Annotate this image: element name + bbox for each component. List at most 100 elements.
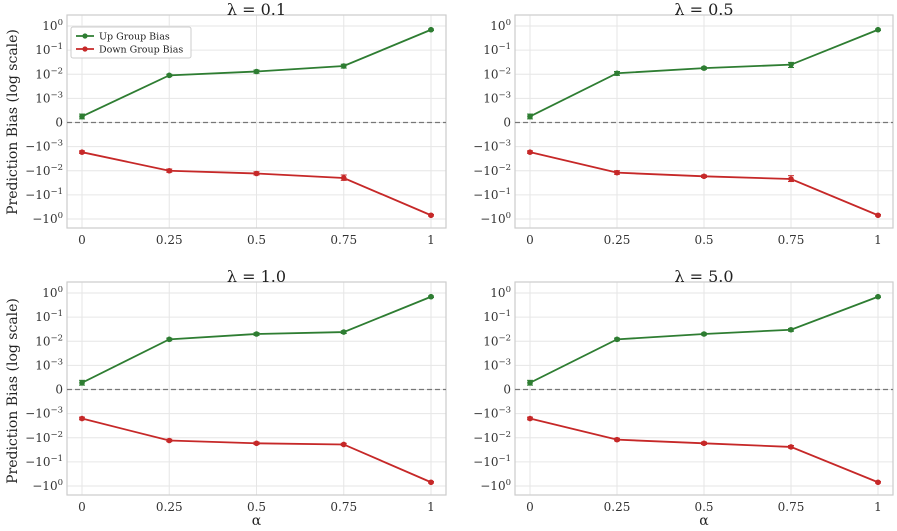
down-group-point xyxy=(79,149,85,155)
legend-box xyxy=(70,26,192,59)
legend-down-swatch-marker xyxy=(82,46,88,52)
y-tick-base: −10 xyxy=(473,455,498,469)
y-tick-base: 10 xyxy=(42,19,57,33)
x-axis-label: α xyxy=(699,513,709,529)
up-group-point xyxy=(340,63,347,69)
x-tick-label: 0.75 xyxy=(330,233,357,247)
y-tick-exponent: −2 xyxy=(50,66,63,76)
y-tick-exponent: −3 xyxy=(498,406,511,416)
y-tick-base: 10 xyxy=(483,358,498,372)
y-tick-exponent: −1 xyxy=(498,309,511,319)
y-tick-exponent: −2 xyxy=(50,430,63,440)
y-tick-exponent: 0 xyxy=(506,285,511,295)
y-tick-base: −10 xyxy=(473,140,498,154)
up-group-point xyxy=(614,70,620,77)
y-tick-label: −10−3 xyxy=(25,139,63,154)
y-tick-base: 0 xyxy=(503,383,511,397)
y-tick-label: −10−1 xyxy=(25,187,63,202)
y-tick-label: −10−2 xyxy=(473,430,511,445)
y-tick-exponent: −2 xyxy=(50,163,63,173)
y-tick-base: −10 xyxy=(473,188,498,202)
y-tick-label: −10−1 xyxy=(25,454,63,469)
y-tick-base: 10 xyxy=(42,286,57,300)
y-tick-base: −10 xyxy=(25,431,50,445)
up-group-point xyxy=(428,293,434,300)
down-group-point xyxy=(166,167,173,174)
down-group-point xyxy=(166,437,173,444)
chart-title: λ = 1.0 xyxy=(227,267,286,286)
down-group-point xyxy=(701,440,707,447)
y-tick-base: 0 xyxy=(55,383,63,397)
y-tick-label: 10−3 xyxy=(35,357,63,372)
up-group-point xyxy=(875,293,881,300)
legend-down-label: Down Group Bias xyxy=(99,45,183,56)
x-tick-label: 0.5 xyxy=(694,233,713,247)
x-tick-label: 0.25 xyxy=(604,233,631,247)
down-group-point xyxy=(875,212,881,219)
x-tick-label: 0.75 xyxy=(330,500,357,514)
up-group-point xyxy=(253,68,260,75)
up-group-point xyxy=(253,331,260,337)
down-group-point xyxy=(614,436,620,443)
y-tick-label: −10−3 xyxy=(473,406,511,421)
y-axis-label-top: Prediction Bias (log scale) xyxy=(5,29,21,215)
up-group-point xyxy=(788,61,794,68)
x-axis-label: α xyxy=(252,513,262,529)
y-tick-base: −10 xyxy=(480,212,505,226)
y-tick-exponent: 0 xyxy=(58,211,63,221)
up-group-point xyxy=(527,113,533,120)
y-tick-label: −10−2 xyxy=(473,163,511,178)
x-tick-label: 0.25 xyxy=(156,500,183,514)
up-group-point xyxy=(428,26,434,33)
y-tick-exponent: 0 xyxy=(506,18,511,28)
y-tick-label: 0 xyxy=(55,383,63,397)
x-tick-label: 0.75 xyxy=(778,233,805,247)
y-tick-label: −10−1 xyxy=(473,454,511,469)
x-tick-label: 1 xyxy=(427,500,435,514)
x-tick-label: 0 xyxy=(78,500,86,514)
y-tick-base: −10 xyxy=(25,407,50,421)
y-tick-base: 10 xyxy=(490,19,505,33)
down-group-point xyxy=(428,212,434,219)
y-tick-base: −10 xyxy=(480,479,505,493)
y-tick-label: −10−3 xyxy=(473,139,511,154)
y-tick-label: −10−1 xyxy=(473,187,511,202)
up-group-point xyxy=(79,113,85,120)
y-tick-exponent: −3 xyxy=(50,139,63,149)
y-tick-label: 10−2 xyxy=(483,66,511,81)
y-tick-exponent: −3 xyxy=(50,90,63,100)
y-tick-exponent: −3 xyxy=(498,90,511,100)
y-tick-base: 10 xyxy=(35,91,50,105)
down-group-point xyxy=(527,149,533,155)
y-tick-exponent: −1 xyxy=(50,309,63,319)
y-tick-exponent: −2 xyxy=(498,333,511,343)
up-group-point xyxy=(527,379,533,386)
y-tick-base: 10 xyxy=(483,310,498,324)
y-tick-base: −10 xyxy=(473,407,498,421)
y-tick-exponent: 0 xyxy=(58,18,63,28)
y-tick-label: 10−3 xyxy=(483,90,511,105)
y-tick-base: 0 xyxy=(503,116,511,130)
x-tick-label: 0.25 xyxy=(156,233,183,247)
y-tick-exponent: 0 xyxy=(506,478,511,488)
y-tick-base: 10 xyxy=(483,67,498,81)
plot-frame xyxy=(514,14,894,229)
y-tick-label: 10−2 xyxy=(35,333,63,348)
plot-frame xyxy=(514,281,894,496)
up-group-point xyxy=(79,379,85,386)
y-tick-base: −10 xyxy=(25,455,50,469)
y-tick-label: 10−2 xyxy=(483,333,511,348)
up-group-point xyxy=(788,326,794,333)
down-group-point xyxy=(340,175,347,181)
y-tick-exponent: −3 xyxy=(50,357,63,367)
y-tick-base: −10 xyxy=(473,164,498,178)
chart-title: λ = 0.5 xyxy=(674,0,733,19)
up-group-point xyxy=(340,329,347,335)
down-group-point xyxy=(527,415,533,422)
y-tick-base: 10 xyxy=(483,43,498,57)
y-tick-label: −100 xyxy=(480,478,511,493)
y-tick-exponent: −1 xyxy=(50,454,63,464)
